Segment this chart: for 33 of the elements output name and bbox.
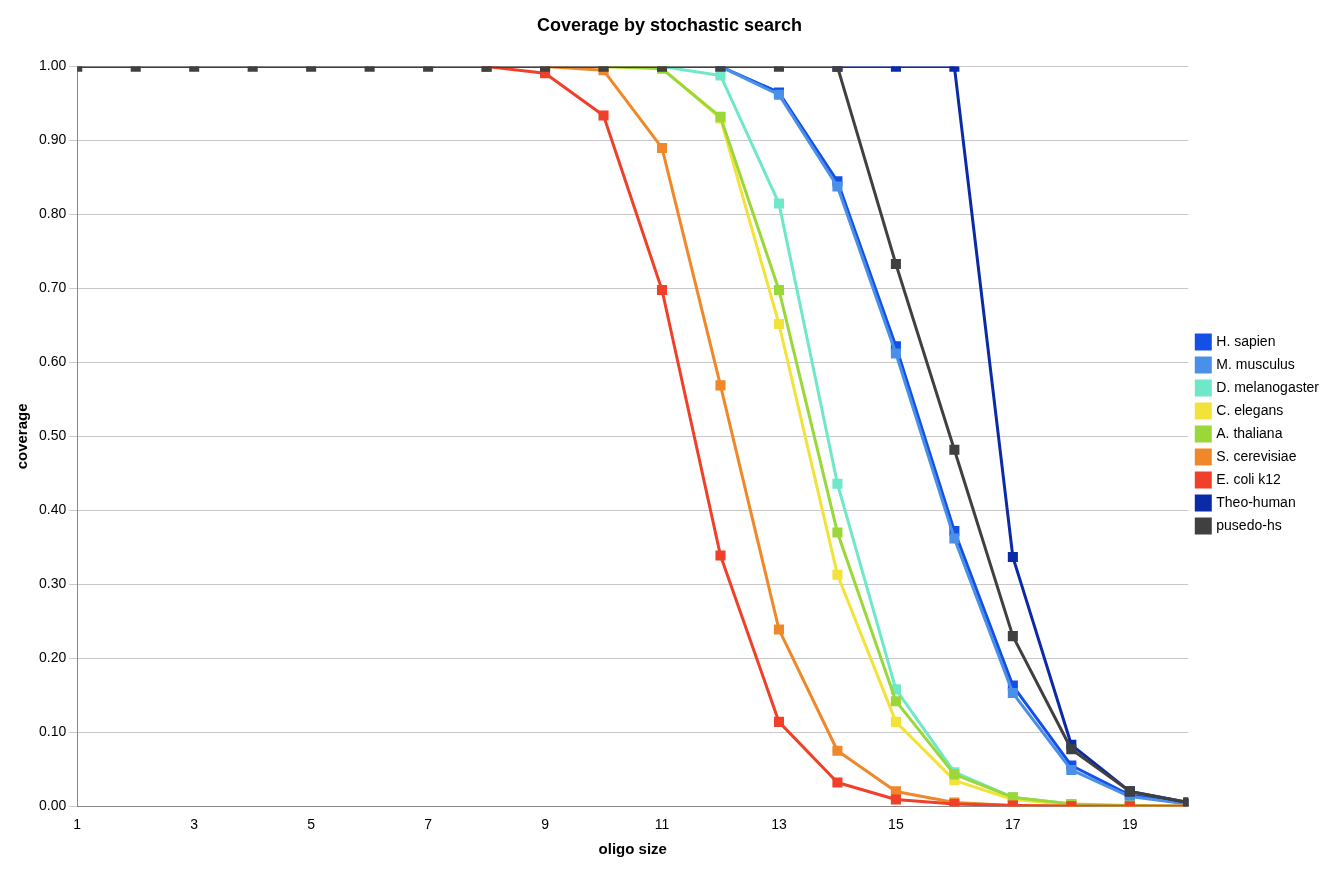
- x-tick-label: 7: [424, 816, 433, 833]
- y-tick-label: 0.40: [39, 501, 67, 518]
- x-tick-label: 17: [1005, 816, 1021, 833]
- x-tick-label: 13: [771, 816, 787, 833]
- x-tick-label: 1: [73, 816, 82, 833]
- x-tick-label: 9: [541, 816, 550, 833]
- legend-label: D. melanogaster: [1216, 378, 1320, 395]
- y-tick-label: 0.60: [39, 353, 67, 370]
- y-tick-label: 0.90: [39, 131, 67, 148]
- legend-label: S. cerevisiae: [1216, 447, 1297, 464]
- legend-label: A. thaliana: [1216, 424, 1283, 441]
- x-tick-label: 15: [888, 816, 904, 833]
- legend-label: M. musculus: [1216, 355, 1295, 372]
- y-tick-label: 0.30: [39, 575, 67, 592]
- legend-label: pusedo-hs: [1216, 516, 1282, 533]
- y-tick-label: 0.20: [39, 649, 67, 666]
- y-tick-label: 1.00: [39, 57, 67, 74]
- chart-title: Coverage by stochastic search: [536, 14, 803, 35]
- x-tick-label: 19: [1122, 816, 1138, 833]
- legend-label: C. elegans: [1216, 401, 1284, 418]
- legend-label: Theo-human: [1216, 493, 1296, 510]
- y-tick-label: 0.70: [39, 279, 67, 296]
- y-axis-title: coverage: [13, 403, 31, 470]
- x-tick-label: 5: [307, 816, 316, 833]
- y-tick-label: 0.00: [39, 797, 67, 814]
- y-tick-label: 0.80: [39, 205, 67, 222]
- y-tick-label: 0.50: [39, 427, 67, 444]
- y-tick-label: 0.10: [39, 723, 67, 740]
- x-tick-label: 11: [654, 816, 670, 833]
- x-tick-label: 3: [190, 816, 199, 833]
- legend-label: H. sapien: [1216, 332, 1276, 349]
- legend-label: E. coli k12: [1216, 470, 1282, 487]
- x-axis-title: oligo size: [598, 840, 667, 858]
